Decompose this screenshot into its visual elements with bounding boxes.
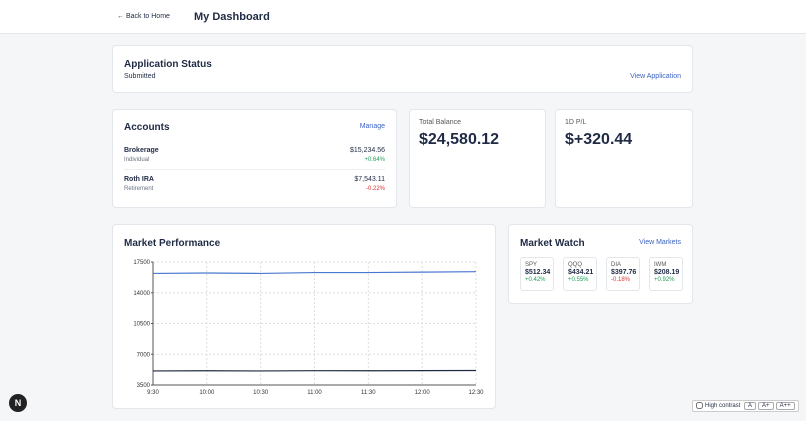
balance-card: Total Balance $24,580.12 bbox=[409, 109, 546, 208]
account-change: +0.64% bbox=[364, 157, 385, 163]
account-change: -0.22% bbox=[365, 186, 385, 192]
watch-item: QQQ $434.21 +0.55% bbox=[563, 257, 597, 291]
symbol: SPY bbox=[525, 262, 538, 268]
accounts-card: Accounts Manage Brokerage Individual $15… bbox=[112, 109, 397, 208]
symbol: IWM bbox=[654, 262, 667, 268]
symbol: DIA bbox=[611, 262, 622, 268]
balance-value: $24,580.12 bbox=[419, 131, 500, 148]
watch-item: SPY $512.34 +0.42% bbox=[520, 257, 554, 291]
price: $397.76 bbox=[611, 269, 637, 276]
y-tick-label: 17500 bbox=[133, 260, 150, 266]
series-line bbox=[152, 271, 477, 275]
size-button[interactable]: A+ bbox=[758, 402, 774, 411]
change: +0.55% bbox=[568, 277, 589, 283]
size-button[interactable]: A bbox=[744, 402, 757, 411]
status-title: Application Status bbox=[124, 59, 212, 70]
watch-card: Market Watch View Markets SPY $512.34 +0… bbox=[508, 224, 693, 304]
top-bar bbox=[0, 0, 806, 34]
view-application[interactable]: View Application bbox=[630, 73, 681, 80]
account-balance: $7,543.11 bbox=[354, 176, 385, 183]
size-button[interactable]: A++ bbox=[775, 402, 795, 411]
price: $434.21 bbox=[568, 269, 594, 276]
account-balance: $15,234.56 bbox=[349, 147, 385, 154]
x-tick-label: 11:00 bbox=[307, 390, 322, 396]
account-kind: Retirement bbox=[124, 186, 154, 192]
y-tick-label: 10500 bbox=[133, 322, 150, 328]
account-kind: Individual bbox=[124, 157, 150, 163]
chart: 3500 7000 10500 14000 17500 9:30 10:00 10:30 11:… bbox=[133, 260, 484, 396]
pl-label: 1D P/L bbox=[565, 119, 587, 126]
x-tick-label: 10:30 bbox=[253, 390, 269, 396]
view-markets[interactable]: View Markets bbox=[639, 239, 681, 246]
change: +0.42% bbox=[525, 277, 546, 283]
manage-link[interactable]: Manage bbox=[359, 123, 385, 130]
watch-title: Market Watch bbox=[520, 238, 585, 249]
account-name: Brokerage bbox=[124, 147, 159, 154]
contrast-bar: High contrast A A+ A++ bbox=[692, 400, 799, 413]
status-card: Application Status Submitted View Applic… bbox=[112, 45, 693, 93]
performance-card: Market Performance 3500 7000 10500 14000 175… bbox=[112, 224, 496, 409]
x-tick-label: 11:30 bbox=[361, 390, 376, 396]
y-tick-label: 7000 bbox=[137, 352, 151, 358]
change: -0.18% bbox=[611, 277, 631, 283]
performance-title: Market Performance bbox=[124, 238, 221, 249]
pl-value: $+320.44 bbox=[565, 131, 633, 148]
y-tick-label: 3500 bbox=[137, 383, 151, 389]
status-value: Submitted bbox=[124, 73, 156, 80]
balance-label: Total Balance bbox=[419, 119, 462, 126]
x-tick-label: 12:00 bbox=[415, 390, 431, 396]
watch-item: IWM $208.19 +0.92% bbox=[649, 257, 683, 291]
divider bbox=[124, 169, 385, 170]
y-tick-label: 14000 bbox=[133, 291, 150, 297]
x-tick-label: 9:30 bbox=[147, 390, 159, 396]
watch-item: DIA $397.76 -0.18% bbox=[606, 257, 640, 291]
change: +0.92% bbox=[654, 277, 675, 283]
price: $512.34 bbox=[525, 269, 551, 276]
x-tick-label: 12:30 bbox=[468, 390, 484, 396]
back-text[interactable]: Back to Home bbox=[125, 13, 170, 20]
badge[interactable]: N bbox=[9, 394, 27, 412]
price: $208.19 bbox=[654, 269, 680, 276]
contrast-checkbox[interactable] bbox=[696, 402, 703, 409]
contrast-label: High contrast bbox=[705, 403, 741, 410]
x-tick-label: 10:00 bbox=[199, 390, 215, 396]
symbol: QQQ bbox=[568, 262, 583, 268]
page-title: My Dashboard bbox=[194, 11, 270, 23]
back-link[interactable]: ← Back to Home bbox=[117, 13, 170, 20]
account-name: Roth IRA bbox=[124, 176, 154, 183]
accounts-title: Accounts bbox=[124, 122, 170, 133]
pl-card: 1D P/L $+320.44 bbox=[555, 109, 693, 208]
